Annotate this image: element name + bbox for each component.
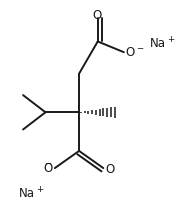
Text: −: −	[136, 43, 143, 52]
Text: Na: Na	[150, 37, 166, 50]
Text: O: O	[105, 163, 114, 176]
Text: +: +	[36, 185, 43, 194]
Text: O: O	[44, 162, 53, 175]
Text: O: O	[126, 46, 135, 59]
Text: +: +	[167, 35, 174, 44]
Text: O: O	[92, 9, 101, 22]
Text: −: −	[45, 158, 52, 167]
Text: Na: Na	[19, 187, 35, 200]
